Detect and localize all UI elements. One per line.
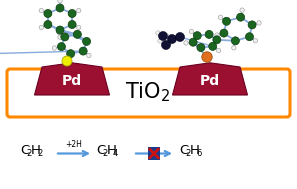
- Polygon shape: [34, 63, 110, 95]
- Circle shape: [39, 8, 44, 13]
- Text: C: C: [96, 144, 105, 157]
- Text: 2: 2: [185, 149, 190, 159]
- Text: Pd: Pd: [200, 74, 220, 88]
- Circle shape: [156, 31, 160, 35]
- Circle shape: [56, 4, 64, 12]
- Bar: [148, 147, 160, 160]
- Circle shape: [67, 50, 75, 58]
- Text: C: C: [20, 144, 29, 157]
- Circle shape: [189, 29, 194, 34]
- Circle shape: [44, 20, 52, 29]
- Text: H: H: [107, 144, 116, 157]
- Circle shape: [79, 47, 87, 55]
- Circle shape: [246, 33, 254, 41]
- Text: 4: 4: [113, 149, 118, 159]
- Circle shape: [162, 40, 170, 50]
- Circle shape: [189, 38, 197, 46]
- Circle shape: [165, 34, 169, 38]
- Polygon shape: [173, 63, 247, 95]
- Circle shape: [68, 20, 76, 29]
- Circle shape: [61, 33, 69, 41]
- Circle shape: [217, 48, 221, 53]
- Text: +2H: +2H: [66, 140, 83, 149]
- Text: C: C: [179, 144, 188, 157]
- Circle shape: [202, 52, 212, 62]
- Circle shape: [73, 30, 81, 38]
- Circle shape: [205, 30, 213, 38]
- FancyBboxPatch shape: [7, 69, 290, 117]
- Text: 6: 6: [196, 149, 201, 159]
- Circle shape: [176, 33, 184, 42]
- Circle shape: [39, 25, 44, 30]
- Circle shape: [158, 39, 162, 43]
- Circle shape: [232, 46, 236, 50]
- Circle shape: [222, 17, 230, 25]
- Circle shape: [57, 30, 61, 35]
- Text: 2: 2: [26, 149, 31, 159]
- Circle shape: [77, 25, 81, 30]
- Circle shape: [213, 36, 221, 44]
- Circle shape: [159, 32, 168, 40]
- Circle shape: [62, 56, 72, 66]
- Circle shape: [77, 8, 81, 13]
- Text: 2: 2: [102, 149, 107, 159]
- Circle shape: [184, 41, 188, 45]
- Circle shape: [215, 33, 219, 37]
- Circle shape: [220, 29, 228, 37]
- Circle shape: [209, 42, 217, 50]
- Circle shape: [197, 44, 205, 52]
- Circle shape: [168, 35, 176, 43]
- Circle shape: [218, 15, 223, 19]
- Circle shape: [68, 9, 76, 18]
- Circle shape: [57, 43, 65, 51]
- Circle shape: [58, 0, 62, 3]
- Circle shape: [231, 37, 239, 45]
- Circle shape: [44, 9, 52, 18]
- Circle shape: [193, 32, 201, 40]
- Circle shape: [56, 26, 64, 34]
- Circle shape: [248, 21, 256, 29]
- Text: TiO$_2$: TiO$_2$: [125, 80, 170, 104]
- Circle shape: [240, 8, 244, 12]
- Text: H: H: [31, 144, 40, 157]
- Circle shape: [167, 42, 171, 46]
- Circle shape: [58, 35, 62, 39]
- Circle shape: [83, 37, 91, 45]
- Circle shape: [257, 21, 261, 25]
- Text: Pd: Pd: [62, 74, 82, 88]
- Circle shape: [237, 13, 245, 21]
- Circle shape: [52, 46, 57, 50]
- Circle shape: [253, 39, 258, 43]
- Text: H: H: [189, 144, 199, 157]
- Text: 2: 2: [37, 149, 42, 159]
- Circle shape: [87, 53, 91, 58]
